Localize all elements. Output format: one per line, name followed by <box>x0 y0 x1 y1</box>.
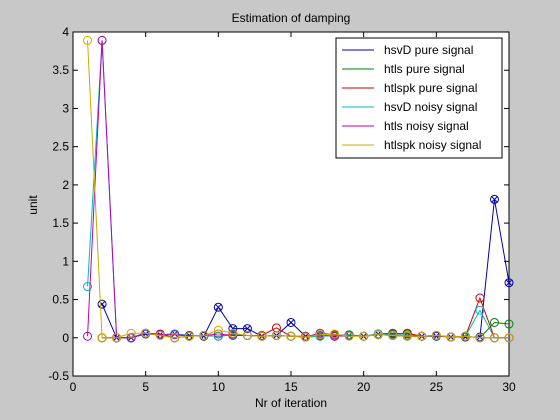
legend-entry: hsvD noisy signal <box>384 100 477 114</box>
x-axis-label: Nr of iteration <box>255 396 327 410</box>
y-tick-label: -0.5 <box>48 369 69 383</box>
data-point <box>475 333 485 343</box>
data-point <box>344 331 354 341</box>
data-point-cross <box>462 333 469 341</box>
x-tick-label: 25 <box>430 380 444 394</box>
data-point <box>286 317 296 327</box>
y-tick-label: 0.5 <box>52 293 69 307</box>
y-axis-label: unit <box>26 195 40 215</box>
data-point-cross <box>214 303 222 311</box>
data-point <box>170 333 180 343</box>
data-point-cross <box>142 330 150 338</box>
data-point <box>475 305 485 315</box>
data-point <box>97 35 107 45</box>
data-point <box>242 324 252 334</box>
legend-box <box>335 37 503 159</box>
data-point <box>460 331 470 341</box>
data-point <box>141 328 151 338</box>
data-point <box>504 333 514 343</box>
data-point <box>213 325 223 335</box>
data-point-cross <box>244 325 251 332</box>
y-tick-label: 0 <box>62 331 69 345</box>
data-point-cross <box>432 332 440 340</box>
data-point <box>402 331 412 341</box>
data-point <box>271 330 281 340</box>
series-line <box>87 40 509 339</box>
x-tick-label: 20 <box>357 380 371 394</box>
chart-title: Estimation of damping <box>232 11 351 25</box>
legend-entry: htlspk pure signal <box>384 81 477 95</box>
x-tick-label: 30 <box>502 380 516 394</box>
x-tick-label: 15 <box>284 380 298 394</box>
legend-entry: hsvD pure signal <box>384 43 473 57</box>
data-point-cross <box>491 196 498 203</box>
data-point <box>286 331 296 341</box>
legend-entry: htlspk noisy signal <box>384 138 481 152</box>
y-tick-label: 2.5 <box>52 140 69 154</box>
x-tick-label: 10 <box>212 380 226 394</box>
data-point <box>388 330 398 340</box>
data-point <box>97 333 107 343</box>
data-point-cross <box>287 319 295 326</box>
data-point <box>431 330 441 340</box>
data-point <box>213 331 223 341</box>
data-point <box>330 329 340 339</box>
data-point <box>228 328 238 338</box>
legend-entry: htls pure signal <box>384 62 465 76</box>
data-point <box>489 317 499 327</box>
y-tick-label: 1.5 <box>52 216 69 230</box>
data-point <box>504 278 514 288</box>
data-point <box>155 330 165 340</box>
data-point <box>184 331 194 341</box>
data-point <box>315 330 325 340</box>
data-point <box>504 319 514 329</box>
y-tick-label: 1 <box>62 254 69 268</box>
data-point-cross <box>505 279 513 287</box>
data-point <box>373 330 383 340</box>
data-point <box>228 330 238 340</box>
legend-entry: htls noisy signal <box>384 119 469 133</box>
data-point <box>228 324 238 334</box>
y-tick-label: 4 <box>62 25 69 39</box>
data-point <box>126 328 136 338</box>
data-point <box>112 333 122 343</box>
data-point <box>257 331 267 341</box>
data-point <box>359 331 369 341</box>
data-point <box>446 332 456 342</box>
y-tick-label: 3.5 <box>52 63 69 77</box>
data-point <box>402 328 412 338</box>
data-point <box>126 333 136 343</box>
x-tick-label: 5 <box>142 380 149 394</box>
data-point <box>97 299 107 309</box>
x-tick-label: 0 <box>70 380 77 394</box>
y-tick-label: 3 <box>62 101 69 115</box>
series-htlspk-noisy-signal <box>83 35 514 343</box>
y-tick-label: 2 <box>62 178 69 192</box>
data-point <box>417 331 427 341</box>
data-point <box>170 330 180 340</box>
data-point <box>301 332 311 342</box>
data-point <box>213 302 223 312</box>
data-point <box>83 331 93 341</box>
data-point <box>199 330 209 340</box>
data-point <box>475 293 485 303</box>
data-point <box>242 330 252 340</box>
data-point <box>489 194 499 204</box>
data-point <box>83 35 93 45</box>
data-point <box>489 333 499 343</box>
data-point-cross <box>185 332 193 339</box>
data-point <box>83 282 93 292</box>
